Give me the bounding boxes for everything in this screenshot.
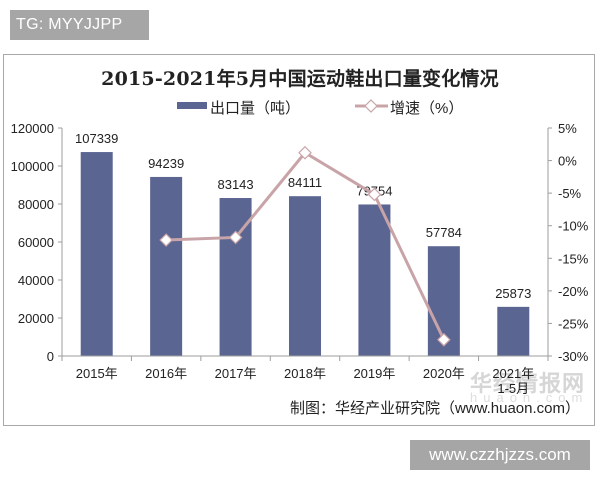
bar-value-label: 83143 <box>217 177 253 192</box>
bar-value-label: 84111 <box>288 175 322 190</box>
left-axis-tick: 100000 <box>11 159 54 174</box>
bar-series: 107339942398314384111797545778425873 <box>75 131 531 356</box>
x-axis-label: 2016年 <box>145 366 187 381</box>
line-marker-diamond <box>159 233 173 247</box>
x-axis-label: 2015年 <box>76 366 118 381</box>
bar <box>289 196 321 356</box>
x-axis-label: 2017年 <box>215 366 257 381</box>
left-axis-tick: 80000 <box>18 197 54 212</box>
legend-line-marker-icon <box>364 99 378 113</box>
left-axis-tick: 120000 <box>11 121 54 136</box>
right-axis: 5% 0% -5% -10% -15% -20% -25% -30% <box>547 121 589 364</box>
bar-value-label: 94239 <box>148 156 184 171</box>
right-axis-tick: -20% <box>558 284 589 299</box>
right-axis-tick: -10% <box>558 219 589 234</box>
x-axis-label: 2018年 <box>284 366 326 381</box>
tg-badge: TG: MYYJJPP <box>10 10 149 40</box>
x-axis-label: 2020年 <box>423 366 465 381</box>
right-axis-tick: -25% <box>558 316 589 331</box>
left-axis: 120000 100000 80000 60000 40000 20000 0 <box>11 121 63 364</box>
footer-url-badge: www.czzhjzzs.com <box>410 440 590 470</box>
legend-bar-swatch <box>177 102 207 109</box>
chart-title: 2015-2021年5月中国运动鞋出口量变化情况 <box>101 68 499 90</box>
bar <box>497 306 530 356</box>
line-marker-diamond <box>437 332 451 347</box>
right-axis-tick: -30% <box>558 349 589 364</box>
line-marker-diamond <box>228 230 243 245</box>
right-axis-tick: 5% <box>558 121 577 136</box>
legend: 出口量（吨） 增速（%） <box>177 99 463 117</box>
bar <box>358 204 391 356</box>
line-series <box>159 145 451 347</box>
line-marker-diamond <box>367 187 382 202</box>
line-marker-diamond <box>298 145 312 160</box>
bar <box>150 176 183 356</box>
legend-line-label: 增速（%） <box>390 100 463 117</box>
source-credit: 制图：华经产业研究院（www.huaon.com） <box>289 400 580 417</box>
bar <box>80 152 113 356</box>
x-axis-label: 1-5月 <box>497 381 529 396</box>
x-axis-label: 2019年 <box>353 366 395 381</box>
watermark-logo: 华经情报网 <box>470 371 586 396</box>
right-axis-tick: -5% <box>558 186 582 201</box>
legend-bar-label: 出口量（吨） <box>210 100 300 117</box>
right-axis-tick: -15% <box>558 251 589 266</box>
left-axis-tick: 40000 <box>18 273 54 288</box>
left-axis-tick: 0 <box>47 349 54 364</box>
watermark-sub: huaon.com <box>470 390 589 405</box>
right-axis-tick: 0% <box>558 154 577 169</box>
left-axis-tick: 20000 <box>18 311 54 326</box>
left-axis-tick: 60000 <box>18 235 54 250</box>
x-axis-label: 2021年 <box>492 366 534 381</box>
bar-value-label: 57784 <box>426 225 462 240</box>
bar-value-label: 107339 <box>75 131 118 146</box>
bar-value-label: 25873 <box>495 286 531 301</box>
